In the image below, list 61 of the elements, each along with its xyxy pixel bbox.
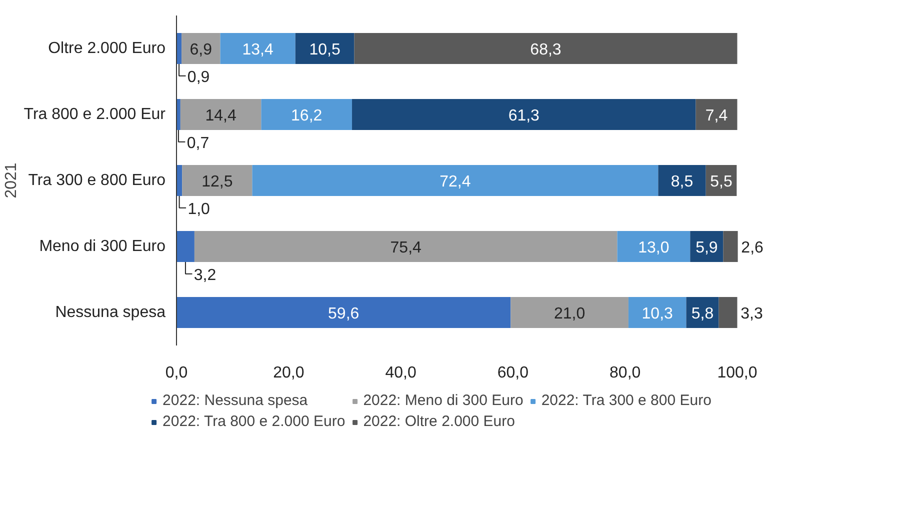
data-label: 61,3 xyxy=(508,108,540,124)
data-label: 59,6 xyxy=(328,306,360,322)
data-label: 75,4 xyxy=(390,240,422,256)
bar xyxy=(261,98,352,130)
x-tick-label: 20,0 xyxy=(273,364,304,382)
bar xyxy=(220,32,296,64)
legend-label: 2022: Oltre 2.000 Euro xyxy=(363,413,515,430)
bar xyxy=(194,230,618,262)
data-label: 2,6 xyxy=(741,240,764,256)
data-label: 14,4 xyxy=(205,108,236,124)
bar xyxy=(628,296,686,328)
y-tick-label: Oltre 2.000 Euro xyxy=(48,40,166,57)
data-label: 7,4 xyxy=(705,108,728,124)
y-tick-label: Nessuna spesa xyxy=(55,304,166,321)
x-tick-label: 0,0 xyxy=(165,364,188,382)
data-label: 72,4 xyxy=(440,174,471,190)
legend-label: 2022: Tra 300 e 800 Euro xyxy=(541,392,712,409)
data-label: 0,9 xyxy=(187,68,210,86)
bar xyxy=(176,230,194,262)
data-label: 5,8 xyxy=(691,306,714,322)
bar xyxy=(352,98,696,130)
bar xyxy=(182,164,252,196)
bar xyxy=(180,98,262,130)
bar xyxy=(658,164,706,196)
bar xyxy=(295,32,354,64)
data-label: 3,3 xyxy=(740,306,763,322)
x-tick-label: 100,0 xyxy=(717,364,758,382)
data-label: 0,7 xyxy=(186,134,210,152)
legend-label: 2022: Nessuna spesa xyxy=(162,392,308,409)
bar xyxy=(696,98,738,130)
bar xyxy=(354,32,738,64)
bar xyxy=(718,296,738,328)
data-label: 12,5 xyxy=(202,174,233,190)
data-label: 8,5 xyxy=(670,174,694,190)
data-label: 13,0 xyxy=(638,240,670,256)
data-label: 10,5 xyxy=(309,42,340,58)
y-axis-title: 2021 xyxy=(2,162,20,198)
bar xyxy=(510,296,628,328)
bar xyxy=(252,164,658,196)
bar xyxy=(617,230,690,262)
data-label: 5,9 xyxy=(696,240,718,256)
bar xyxy=(723,230,738,262)
data-label: 13,4 xyxy=(242,42,274,58)
x-tick-label: 40,0 xyxy=(385,364,416,382)
legend-label: 2022: Tra 800 e 2.000 Euro xyxy=(162,413,346,430)
data-label: 3,2 xyxy=(194,266,216,284)
data-label: 6,9 xyxy=(190,42,212,58)
x-tick-label: 60,0 xyxy=(497,364,529,382)
bar xyxy=(176,296,511,328)
data-label: 21,0 xyxy=(554,306,586,322)
y-tick-label: Tra 800 e 2.000 Eur xyxy=(24,106,166,123)
data-label: 1,0 xyxy=(188,200,210,218)
data-label: 16,2 xyxy=(291,108,322,124)
bar xyxy=(182,32,220,64)
x-tick-label: 80,0 xyxy=(610,364,641,382)
y-tick-label: Tra 300 e 800 Euro xyxy=(28,172,166,189)
legend-label: 2022: Meno di 300 Euro xyxy=(363,392,524,409)
data-label: 10,3 xyxy=(642,306,674,322)
data-label: 68,3 xyxy=(530,42,562,58)
y-tick-label: Meno di 300 Euro xyxy=(39,238,166,255)
data-label: 5,5 xyxy=(710,174,732,190)
